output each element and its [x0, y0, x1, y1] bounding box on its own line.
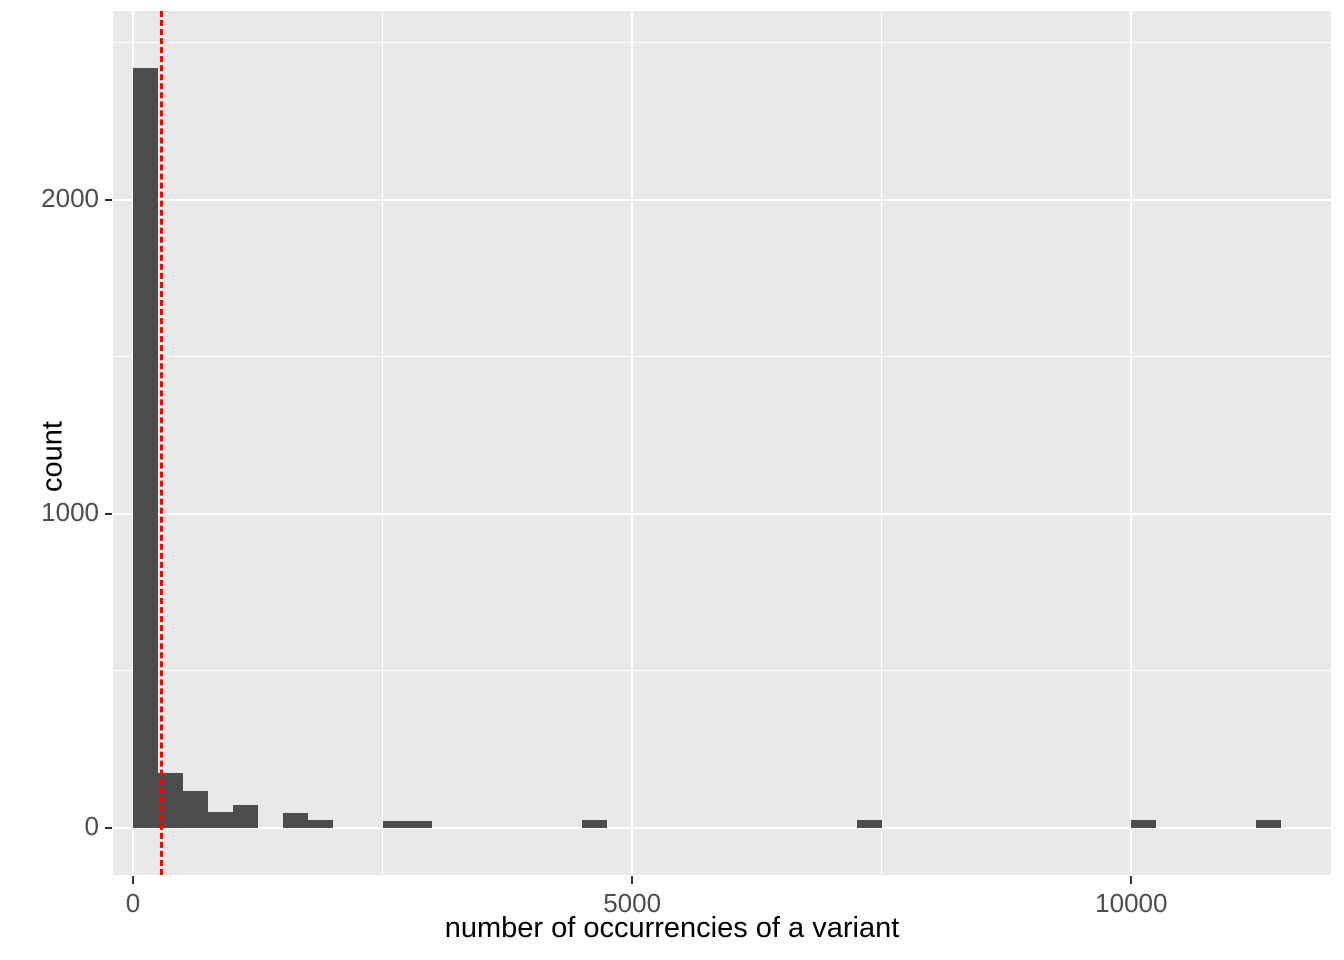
reference-line-vertical — [160, 11, 164, 875]
y-gridline-minor — [113, 356, 1331, 358]
x-tick-mark — [631, 876, 634, 884]
y-tick-label: 0 — [84, 810, 99, 841]
histogram-bar — [1131, 820, 1157, 828]
histogram-bar — [407, 820, 433, 828]
y-tick-label: 2000 — [41, 182, 99, 213]
y-gridline-major — [113, 198, 1331, 201]
x-axis-title: number of occurrencies of a variant — [444, 912, 900, 944]
histogram-bar — [307, 820, 333, 828]
x-gridline-major — [631, 11, 634, 875]
y-gridline-major — [113, 512, 1331, 515]
y-gridline-minor — [113, 670, 1331, 672]
histogram-bar — [382, 820, 408, 828]
x-gridline-minor — [382, 11, 384, 875]
histogram-bar — [1256, 820, 1282, 828]
histogram-bar — [232, 804, 258, 828]
x-gridline-major — [1130, 11, 1133, 875]
histogram-bar — [282, 812, 308, 828]
y-tick-mark — [105, 826, 112, 829]
histogram-bar — [182, 790, 208, 828]
y-tick-mark — [105, 512, 112, 515]
histogram-bar — [582, 820, 608, 828]
plot-panel — [113, 11, 1331, 875]
histogram-bar — [132, 67, 158, 828]
histogram-bar — [207, 811, 233, 828]
x-tick-label: 0 — [125, 888, 141, 918]
x-tick-mark — [131, 876, 134, 884]
x-tick-mark — [1130, 876, 1133, 884]
x-tick-label: 10000 — [1095, 888, 1168, 918]
y-gridline-major — [113, 826, 1331, 829]
y-tick-mark — [105, 198, 112, 201]
x-tick-label: 5000 — [603, 888, 662, 918]
histogram-bar — [856, 820, 882, 828]
y-gridline-minor — [113, 41, 1331, 43]
x-gridline-minor — [881, 11, 883, 875]
y-tick-label: 1000 — [41, 496, 99, 527]
